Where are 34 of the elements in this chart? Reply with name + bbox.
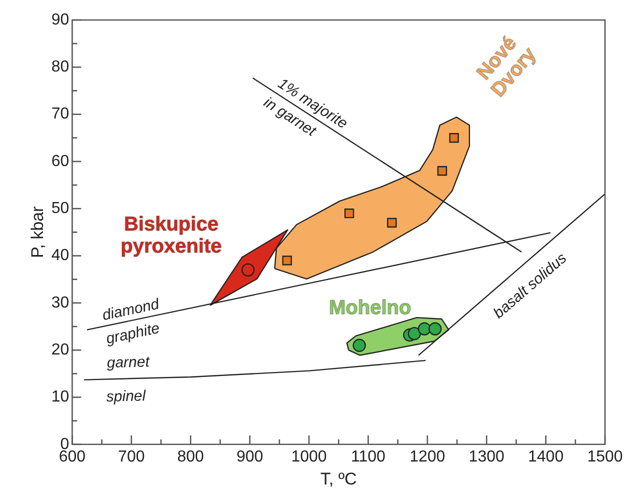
series-label: Biskupice pyroxenite — [120, 213, 222, 258]
x-tick-label: 1200 — [410, 448, 446, 466]
annotation: garnet — [106, 354, 150, 372]
y-tick-label: 30 — [51, 294, 70, 312]
x-tick-label: 1500 — [587, 448, 623, 466]
y-tick-label: 20 — [51, 341, 70, 358]
x-axis-title: T, ºC — [320, 469, 357, 488]
point — [241, 263, 255, 277]
x-tick-label: 1000 — [291, 448, 327, 466]
y-axis-title: P, kbar — [28, 206, 47, 258]
point — [408, 326, 421, 340]
y-tick-label: 10 — [51, 388, 70, 406]
point — [352, 338, 366, 352]
x-tick-label: 1100 — [350, 448, 386, 466]
point — [449, 133, 459, 143]
x-tick-label: 1400 — [528, 448, 564, 466]
y-tick-label: 50 — [51, 200, 70, 218]
x-tick-label: 700 — [118, 448, 145, 466]
y-tick-label: 90 — [51, 11, 70, 28]
x-tick-label: 1300 — [468, 448, 504, 466]
y-tick-label: 80 — [51, 58, 70, 76]
point — [282, 256, 292, 266]
point — [428, 322, 442, 336]
y-tick-label: 60 — [51, 152, 70, 170]
point — [387, 218, 397, 228]
x-tick-label: 900 — [236, 448, 264, 466]
series-label: Mohelno — [328, 296, 412, 319]
x-tick-label: 800 — [177, 448, 204, 466]
y-tick-label: 40 — [51, 247, 70, 264]
point — [344, 208, 354, 218]
point — [437, 166, 448, 176]
point — [418, 322, 432, 336]
y-tick-label: 70 — [51, 106, 70, 123]
annotation: spinel — [106, 388, 146, 406]
